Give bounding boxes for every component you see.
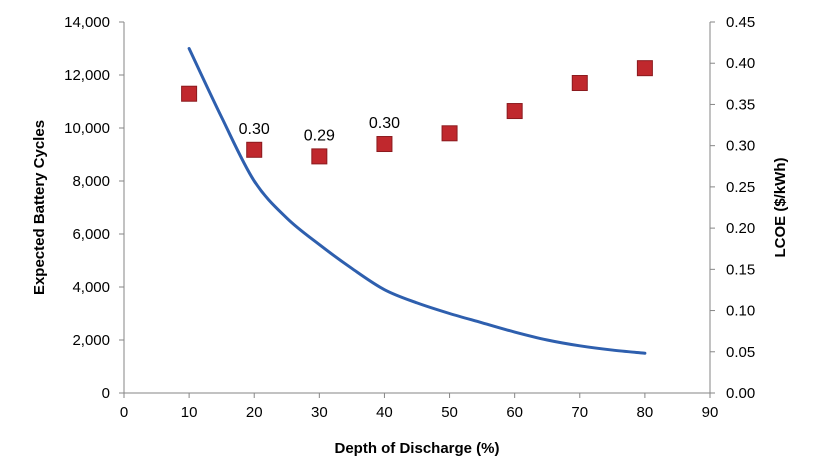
y-tick-label-left: 4,000 [72,279,110,296]
y-tick-label-left: 8,000 [72,173,110,190]
y-axis-right: 0.00 0.05 0.10 0.15 0.20 0.25 0.30 0.35 0.40 0.45 [709,14,755,402]
y-axis-left: 0 2,000 4,000 6,000 8,000 10,000 12,000 14,000 [64,14,125,402]
lcoe-marker [181,85,198,102]
y-tick-label-right: 0.05 [726,344,755,361]
y-tick-label-left: 0 [102,385,110,402]
y-tick-label-right: 0.15 [726,261,755,278]
y-tick-label-right: 0.10 [726,303,755,320]
lcoe-data-label: 0.30 [369,115,400,132]
y-tick-label-right: 0.00 [726,385,755,402]
lcoe-marker [506,103,523,120]
y-tick-label-right: 0.40 [726,55,755,72]
x-tick-label: 30 [311,404,328,421]
x-tick-label: 50 [441,404,458,421]
x-tick-label: 90 [702,404,719,421]
y-tick-label-left: 2,000 [72,332,110,349]
x-tick-label: 10 [181,404,198,421]
y-tick-label-left: 6,000 [72,226,110,243]
x-tick-label: 0 [120,404,128,421]
y-tick-label-right: 0.20 [726,220,755,237]
lcoe-marker [376,136,393,153]
x-axis-title: Depth of Discharge (%) [334,440,499,457]
lcoe-data-label: 0.30 [239,121,270,138]
y-tick-label-left: 14,000 [64,14,110,31]
x-tick-label: 40 [376,404,393,421]
y-tick-label-right: 0.25 [726,179,755,196]
plot-area [181,47,653,355]
x-tick-label: 20 [246,404,263,421]
x-tick-label: 80 [637,404,654,421]
y-tick-label-right: 0.45 [726,14,755,31]
lcoe-marker [311,148,328,165]
y-tick-label-left: 10,000 [64,120,110,137]
lcoe-marker [441,125,458,142]
y-tick-label-right: 0.30 [726,138,755,155]
x-axis: 0 10 20 30 40 50 60 70 80 90 [120,392,719,421]
y-axis-left-title: Expected Battery Cycles [31,120,48,295]
lcoe-data-label: 0.29 [304,127,335,144]
y-tick-label-left: 12,000 [64,67,110,84]
lcoe-marker [246,141,263,158]
lcoe-marker [636,60,653,77]
y-tick-label-right: 0.35 [726,96,755,113]
battery-cycles-line [187,47,647,355]
lcoe-marker [571,75,588,92]
x-tick-label: 70 [571,404,588,421]
annotations: 0.30 0.29 0.30 [239,115,400,144]
y-axis-right-title: LCOE ($/kWh) [772,157,789,257]
x-tick-label: 60 [506,404,523,421]
